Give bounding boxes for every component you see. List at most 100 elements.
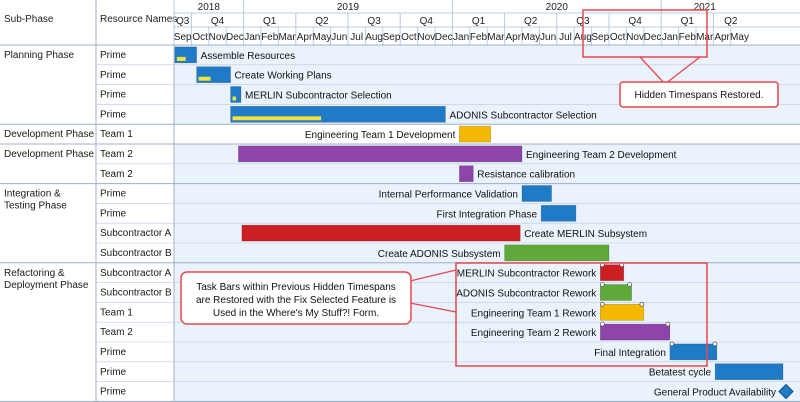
resource-name: Team 1: [100, 129, 133, 140]
group-label-line: Integration &: [4, 189, 61, 200]
task-bar: [230, 86, 242, 103]
quarter-label: Q3: [176, 16, 190, 27]
month-label: Apr: [714, 32, 730, 43]
hidden-timespans-text: Hidden Timespans Restored.: [635, 90, 764, 101]
task-label: Assemble Resources: [201, 51, 295, 62]
task-label: Engineering Team 2 Rework: [471, 328, 597, 339]
task-label: ADONIS Subcontractor Selection: [449, 110, 596, 121]
group-label-line: Refactoring &: [4, 268, 65, 279]
task-label: Final Integration: [594, 348, 666, 359]
subphase-column-header: Sub-Phase: [4, 14, 54, 25]
task-bars-text-line: are Restored with the Fix Selected Featu…: [196, 295, 396, 306]
month-label: Oct: [192, 32, 208, 43]
progress-bar: [232, 96, 237, 101]
year-label: 2020: [546, 2, 569, 13]
task-bars-text-line: Task Bars within Previous Hidden Timespa…: [196, 282, 396, 293]
task-label: ADONIS Subcontractor Rework: [456, 289, 597, 300]
month-label: Jul: [350, 32, 363, 43]
resource-name: Prime: [100, 367, 127, 378]
task-label: Create Working Plans: [235, 71, 332, 82]
task-bar: [669, 343, 718, 361]
month-label: Dec: [644, 32, 662, 43]
task-bars-callout: [180, 271, 412, 325]
month-label: Mar: [487, 32, 505, 43]
task-label: MERLIN Subcontractor Rework: [457, 269, 597, 280]
dependency-dot: [627, 282, 632, 287]
task-bar: [599, 303, 645, 321]
month-label: Sep: [591, 32, 609, 43]
month-label: Apr: [506, 32, 522, 43]
task-bar: [599, 323, 671, 341]
month-label: Mar: [278, 32, 296, 43]
resource-name: Team 2: [100, 327, 133, 338]
task-bars-text-line: Used in the Where's My Stuff?! Form.: [213, 308, 379, 319]
resource-name: Prime: [100, 50, 127, 61]
month-label: Feb: [679, 32, 697, 43]
month-label: Jan: [453, 32, 469, 43]
dependency-dot: [599, 301, 605, 307]
group-label: Refactoring & Deployment Phase: [4, 268, 89, 291]
resource-name: Team 2: [100, 169, 133, 180]
month-label: Nov: [209, 32, 227, 43]
milestone-label: General Product Availability: [654, 388, 776, 399]
task-bar: [459, 125, 491, 143]
resource-name: Subcontractor A: [100, 228, 171, 239]
resource-name: Prime: [100, 208, 127, 219]
year-label: 2018: [198, 2, 221, 13]
month-label: Sep: [174, 32, 192, 43]
month-label: Dec: [435, 32, 453, 43]
task-label: First Integration Phase: [437, 209, 538, 220]
month-label: Sep: [383, 32, 401, 43]
task-label: Create MERLIN Subsystem: [524, 229, 647, 240]
quarter-label: Q2: [315, 16, 329, 27]
resource-name: Team 2: [100, 149, 133, 160]
task-label: Betatest cycle: [649, 368, 712, 379]
quarter-label: Q2: [724, 16, 738, 27]
month-label: Jan: [662, 32, 678, 43]
task-label: Create ADONIS Subsystem: [378, 249, 501, 260]
resource-name: Prime: [100, 109, 127, 120]
task-label: Resistance calibration: [477, 170, 575, 181]
group-label: Planning Phase: [4, 50, 74, 61]
quarter-label: Q1: [263, 16, 277, 27]
resource-name: Prime: [100, 70, 127, 81]
callout-pointer: [409, 269, 457, 313]
dependency-dot: [599, 282, 605, 287]
hidden-timespans-highlight: [582, 9, 708, 58]
group-label-line: Development Phase: [4, 129, 94, 140]
month-label: Oct: [610, 32, 626, 43]
month-label: Jul: [559, 32, 572, 43]
task-bar: [459, 165, 474, 182]
resource-name: Prime: [100, 347, 127, 358]
resource-name: Subcontractor B: [100, 248, 172, 259]
month-label: Nov: [417, 32, 435, 43]
month-label: Jun: [540, 32, 556, 43]
month-label: Feb: [470, 32, 488, 43]
progress-bar: [198, 76, 211, 81]
dependency-dot: [712, 341, 718, 347]
milestone-diamond: [778, 383, 794, 400]
task-bar: [504, 244, 610, 262]
task-label: Engineering Team 2 Development: [526, 150, 677, 161]
resource-name: Subcontractor B: [100, 288, 172, 299]
quarter-label: Q4: [628, 16, 642, 27]
progress-bar: [232, 116, 322, 121]
task-bar: [521, 185, 552, 202]
task-label: Internal Performance Validation: [379, 190, 518, 201]
month-label: May: [312, 32, 331, 43]
month-label: Nov: [626, 32, 644, 43]
quarter-label: Q1: [472, 16, 486, 27]
group-label: Development Phase: [4, 129, 94, 140]
group-label-line: Development Phase: [4, 149, 94, 160]
task-bar: [238, 145, 523, 163]
year-label: 2019: [337, 2, 360, 13]
resource-name: Prime: [100, 189, 127, 200]
task-bars-highlight: [455, 262, 708, 367]
quarter-label: Q4: [211, 16, 225, 27]
group-label-line: Planning Phase: [4, 50, 74, 61]
month-label: May: [730, 32, 749, 43]
task-bar: [714, 363, 784, 381]
group-label: Development Phase: [4, 149, 94, 160]
dependency-dot: [639, 301, 645, 307]
